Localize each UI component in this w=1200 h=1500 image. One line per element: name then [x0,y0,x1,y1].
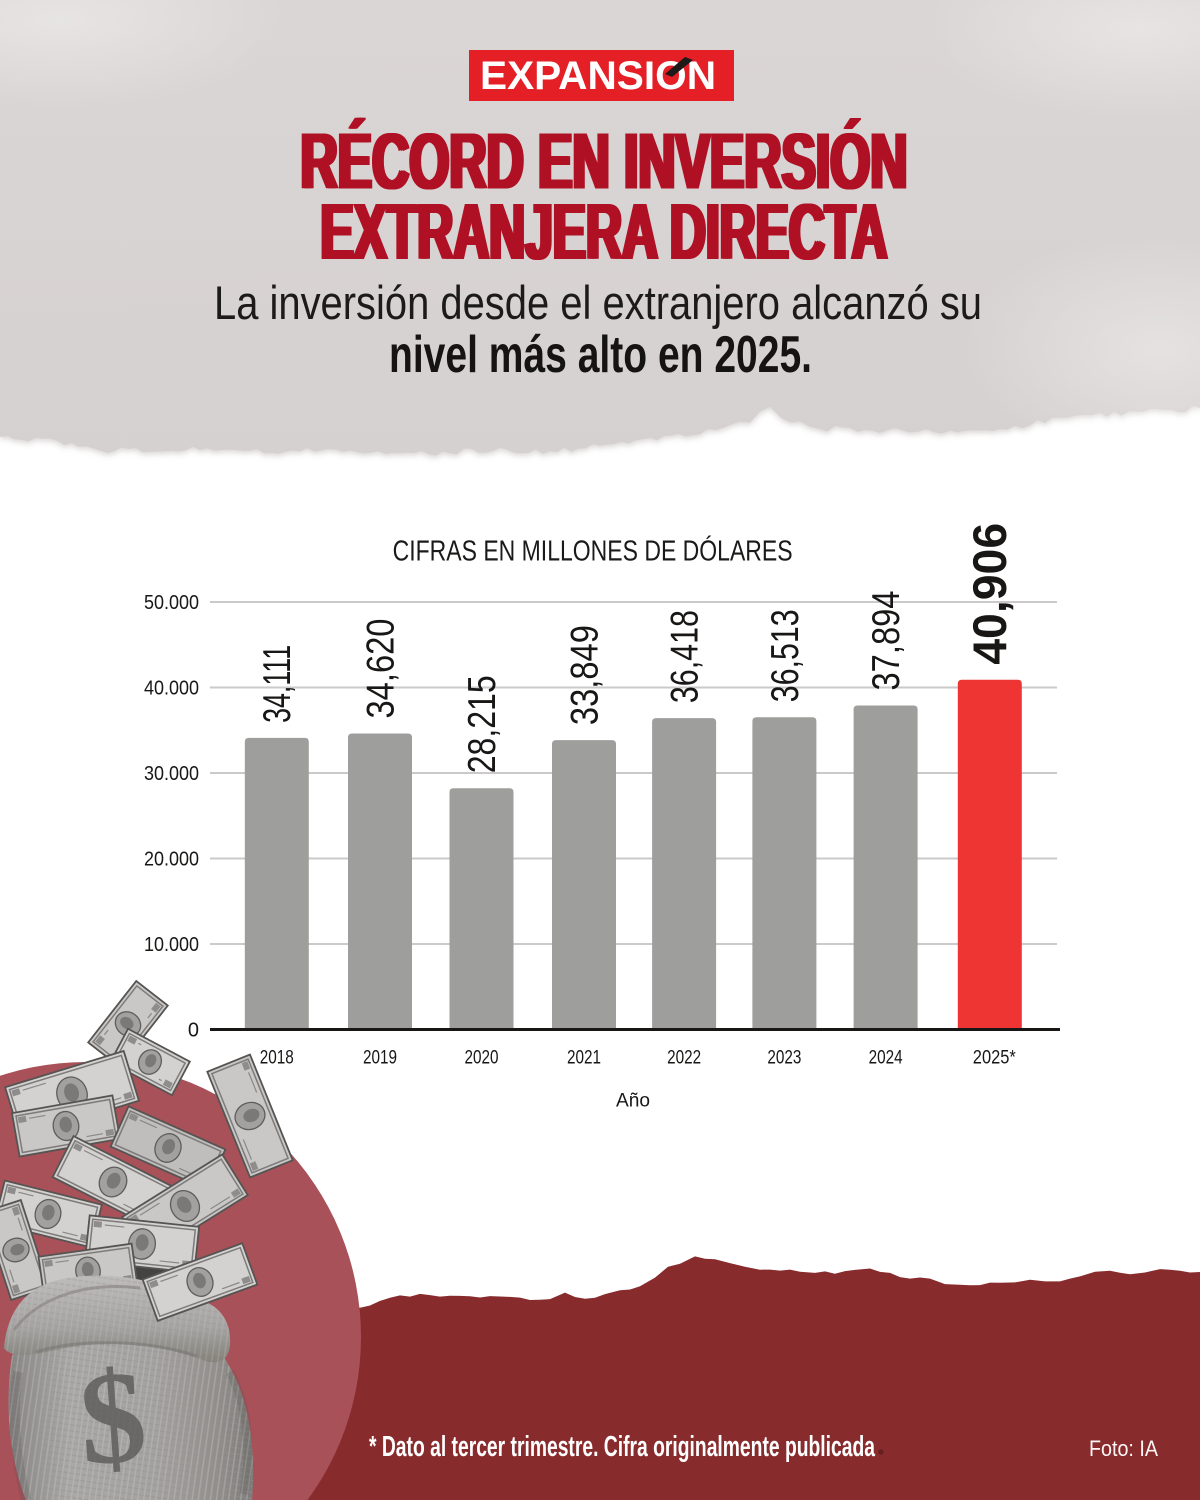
svg-text:Año: Año [616,1091,650,1112]
svg-text:2022: 2022 [667,1048,701,1069]
svg-text:2023: 2023 [767,1048,801,1069]
svg-text:30.000: 30.000 [144,763,199,785]
svg-text:La inversión desde el extranje: La inversión desde el extranjero alcanzó… [214,276,982,329]
svg-text:37,894: 37,894 [865,591,908,691]
svg-text:2020: 2020 [465,1048,499,1069]
svg-text:10.000: 10.000 [144,934,199,956]
svg-text:34,620: 34,620 [359,619,402,719]
svg-text:50.000: 50.000 [144,592,199,614]
svg-text:EXTRANJERA DIRECTA: EXTRANJERA DIRECTA [323,187,890,276]
svg-text:40.000: 40.000 [144,678,199,700]
svg-text:20.000: 20.000 [144,849,199,871]
svg-text:0: 0 [188,1020,199,1042]
svg-text:2024: 2024 [869,1048,903,1069]
svg-text:28,215: 28,215 [461,675,504,773]
svg-text:33,849: 33,849 [563,625,606,725]
svg-text:2021: 2021 [567,1048,601,1069]
svg-text:RÉCORD EN INVERSIÓN: RÉCORD EN INVERSIÓN [301,117,908,206]
svg-text:36,513: 36,513 [764,609,807,702]
svg-text:EXPANSION: EXPANSION [480,54,716,98]
svg-text:CIFRAS EN MILLONES DE DÓLARES: CIFRAS EN MILLONES DE DÓLARES [393,534,793,567]
svg-text:EXTRANJERA DIRECTA: EXTRANJERA DIRECTA [318,187,885,276]
svg-text:36,418: 36,418 [664,610,707,703]
svg-text:$: $ [75,1342,151,1493]
svg-text:40,906: 40,906 [963,523,1016,665]
svg-text:nivel más alto en 2025.: nivel más alto en 2025. [389,326,812,384]
svg-text:RÉCORD EN INVERSIÓN: RÉCORD EN INVERSIÓN [303,117,910,206]
svg-text:* Dato al tercer trimestre. Ci: * Dato al tercer trimestre. Cifra origin… [369,1431,876,1463]
svg-text:EXTRANJERA DIRECTA: EXTRANJERA DIRECTA [321,187,888,276]
svg-text:34,111: 34,111 [256,645,299,723]
svg-text:2018: 2018 [260,1048,294,1069]
svg-text:Foto: IA: Foto: IA [1089,1436,1158,1461]
svg-text:2025*: 2025* [973,1048,1017,1069]
svg-text:RÉCORD EN INVERSIÓN: RÉCORD EN INVERSIÓN [298,117,905,206]
svg-text:2019: 2019 [363,1048,397,1069]
